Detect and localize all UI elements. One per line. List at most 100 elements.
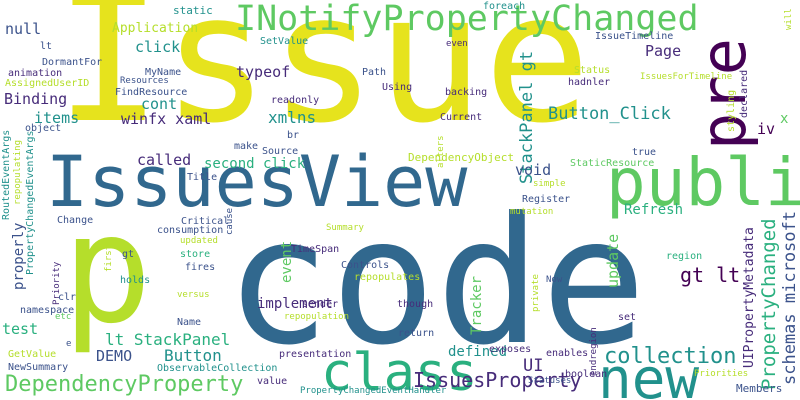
cloud-word: will <box>784 8 794 30</box>
cloud-word: gt lt <box>680 263 741 287</box>
cloud-word: items <box>34 109 80 127</box>
cloud-word: Refresh <box>624 202 684 218</box>
cloud-word: Current <box>440 112 483 123</box>
cloud-word: store <box>180 249 211 260</box>
cloud-word: DEMO <box>96 347 133 365</box>
cloud-word: TimeSpan <box>291 244 340 255</box>
cloud-word: Status <box>574 65 611 76</box>
cloud-word: styling <box>726 89 737 132</box>
cloud-word: IssuesForTimeline <box>640 72 733 82</box>
cloud-word: typeof <box>236 63 291 81</box>
cloud-word: return <box>398 328 435 339</box>
cloud-word: static <box>173 4 213 17</box>
cloud-word: called <box>137 151 192 169</box>
cloud-word: lt <box>40 41 53 52</box>
cloud-word: Using <box>382 82 413 93</box>
cloud-word: clr <box>58 292 77 303</box>
cloud-word: Button <box>164 346 222 365</box>
cloud-word: cont <box>141 95 178 113</box>
cloud-word: fires <box>185 262 216 273</box>
cloud-word: ObservableCollection <box>157 363 278 374</box>
cloud-word: cause <box>225 207 235 235</box>
cloud-word: UI <box>523 356 544 376</box>
cloud-word: even <box>446 39 468 49</box>
cloud-word: true <box>632 147 657 158</box>
cloud-word: region <box>666 251 703 262</box>
cloud-word: gt <box>122 249 135 260</box>
cloud-word: boolean <box>565 369 608 380</box>
cloud-word: PropertyChangedEventArgs <box>25 130 36 276</box>
cloud-word: p <box>62 183 153 357</box>
cloud-word: Statuses <box>528 376 572 386</box>
cloud-word: x <box>780 111 789 127</box>
cloud-word: e <box>66 339 72 349</box>
cloud-word: Change <box>57 215 94 226</box>
cloud-word: update <box>604 233 622 288</box>
cloud-word: repopulating <box>13 139 23 205</box>
cloud-word: Binding <box>4 90 68 108</box>
cloud-word: object <box>25 123 62 134</box>
cloud-word: readonly <box>271 95 320 106</box>
cloud-word: implement <box>257 296 333 312</box>
cloud-word: properly <box>11 222 27 290</box>
cloud-word: xmlns <box>268 108 317 127</box>
cloud-word: private <box>531 274 541 312</box>
cloud-word: presentation <box>279 349 352 360</box>
cloud-word: Now <box>546 275 563 285</box>
cloud-word: NewSummary <box>8 362 69 373</box>
cloud-word: Application <box>112 21 199 36</box>
cloud-word: FindResource <box>115 87 188 98</box>
cloud-word: though <box>397 299 434 310</box>
cloud-word: DependencyObject <box>408 151 514 164</box>
cloud-word: backing <box>445 87 488 98</box>
cloud-word: Summary <box>326 223 364 233</box>
cloud-word: MyName <box>145 67 182 78</box>
cloud-word: code <box>225 181 647 384</box>
cloud-word: hadnler <box>568 77 611 88</box>
cloud-word: test <box>2 320 39 338</box>
cloud-word: Title <box>187 172 218 183</box>
cloud-word: Issue <box>55 0 591 162</box>
cloud-word: exposes <box>489 344 532 355</box>
cloud-word: Resources <box>120 76 169 86</box>
cloud-word: consumption <box>157 225 224 236</box>
cloud-word: IssueTimeline <box>595 31 674 42</box>
cloud-word: Source <box>262 146 299 157</box>
cloud-word: repopulation <box>284 312 350 322</box>
cloud-word: Priorities <box>694 369 749 379</box>
cloud-word: Critical <box>181 216 230 227</box>
cloud-word: null <box>5 20 42 38</box>
cloud-word: versus <box>177 290 210 300</box>
cloud-word: IssuesView <box>46 141 468 223</box>
cloud-word: sender <box>302 299 339 310</box>
cloud-word: RoutedEventArgs <box>1 129 12 220</box>
cloud-word: IssuesProperty <box>413 368 582 392</box>
cloud-word: Members <box>736 382 783 395</box>
cloud-word: holds <box>120 275 151 286</box>
cloud-word: new <box>598 347 700 400</box>
cloud-word: Path <box>362 67 387 78</box>
cloud-word: enables <box>546 348 589 359</box>
cloud-word: repopulates <box>354 272 421 283</box>
cloud-word: Controls <box>341 260 390 271</box>
cloud-word: iv <box>757 120 776 138</box>
cloud-word: declared <box>739 69 750 118</box>
cloud-word: AssignedUserID <box>5 78 90 89</box>
cloud-word: value <box>257 376 288 387</box>
cloud-word: animation <box>8 68 63 79</box>
cloud-word: mutation <box>510 207 554 217</box>
cloud-word: UIPropertyMetadata <box>742 227 757 368</box>
cloud-word: schemas microsoft <box>780 211 800 385</box>
cloud-word: PropertyChangedEventHandler <box>300 386 447 396</box>
cloud-word: StaticResource <box>570 158 655 169</box>
cloud-word: public <box>606 144 800 221</box>
cloud-word: simple <box>533 179 566 189</box>
cloud-word: defined <box>448 344 508 360</box>
cloud-word: void <box>515 161 552 179</box>
cloud-word: Page <box>645 42 682 60</box>
cloud-word: DependencyProperty <box>5 372 244 397</box>
cloud-word: class <box>321 343 478 400</box>
cloud-word: foreach <box>483 1 526 12</box>
cloud-word: PropertyChanged <box>758 218 780 390</box>
cloud-word: Register <box>522 194 571 205</box>
